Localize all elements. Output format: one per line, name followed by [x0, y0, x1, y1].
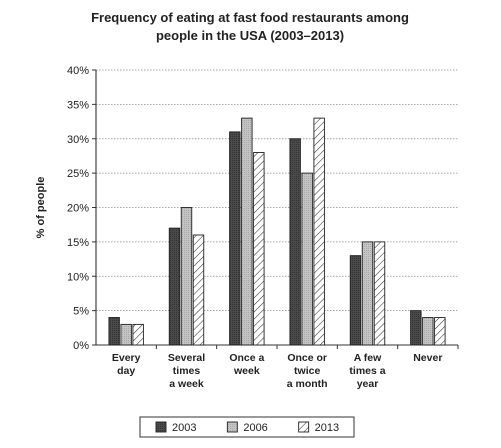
- y-tick-label: 10%: [67, 271, 89, 283]
- x-tick-label-line: times: [173, 365, 201, 377]
- legend-swatch-2013: [298, 421, 310, 433]
- legend-label-2003: 2003: [172, 422, 196, 434]
- bar-2013: [132, 323, 144, 346]
- legend-swatch-2006: [226, 421, 238, 433]
- axes: [95, 70, 459, 349]
- x-tick-label-line: A few: [354, 352, 382, 364]
- y-tick-label: 0%: [73, 340, 89, 352]
- x-tick-label: Once or twice a month: [287, 352, 328, 390]
- axis-labels: 0% 5% 10% 15% 20% 25% 30% 35% 40% % of people Ever…: [35, 65, 442, 390]
- bar-2006: [241, 117, 253, 346]
- chart-title: Frequency of eating at fast food restaur…: [91, 10, 409, 43]
- x-tick-label: Several times a week: [168, 352, 205, 390]
- bar-2013: [373, 241, 386, 346]
- y-axis-label: % of people: [35, 177, 47, 239]
- y-tick-label: 20%: [67, 203, 89, 215]
- x-tick-label-line: Several: [168, 352, 205, 364]
- x-tick-label-line: a week: [169, 378, 204, 390]
- x-tick-label-line: Never: [413, 352, 442, 364]
- chart-title-line: Frequency of eating at fast food restaur…: [91, 10, 409, 25]
- y-tick-label: 15%: [67, 237, 89, 249]
- y-tick-label: 25%: [67, 168, 89, 180]
- x-tick-label-line: day: [117, 365, 135, 377]
- x-tick-label-line: Once or: [287, 352, 327, 364]
- bar-2003: [168, 227, 181, 346]
- x-tick-label-line: twice: [294, 365, 320, 377]
- chart-title-line: people in the USA (2003–2013): [156, 28, 344, 43]
- x-tick-label-line: a month: [287, 378, 328, 390]
- legend: 2003 2006 2013: [139, 416, 355, 438]
- legend-label-2006: 2006: [243, 422, 267, 434]
- bar-2003: [229, 131, 241, 346]
- bar-2006: [361, 241, 374, 346]
- x-tick-label: A few times a year: [349, 352, 385, 390]
- bar-2013: [192, 234, 205, 346]
- bar-2003: [410, 310, 422, 346]
- x-tick-label-line: times a: [349, 365, 385, 377]
- x-tick-label-line: year: [357, 378, 379, 390]
- bar-2013: [313, 117, 325, 346]
- bar-2006: [422, 317, 434, 346]
- x-tick-label: Once a week: [229, 352, 264, 377]
- y-tick-label: 40%: [67, 65, 89, 77]
- bar-2006: [120, 323, 132, 346]
- legend-swatch-2003: [155, 421, 167, 433]
- x-tick-label: Never: [413, 352, 442, 364]
- y-tick-label: 35%: [67, 99, 89, 111]
- x-tick-label-line: Every: [112, 352, 141, 364]
- x-tick-label-line: Once a: [229, 352, 264, 364]
- gridlines: [92, 69, 458, 346]
- y-tick-label: 30%: [67, 134, 89, 146]
- legend-label-2013: 2013: [315, 422, 339, 434]
- bar-2003: [349, 255, 362, 346]
- bar-2013: [434, 317, 446, 346]
- x-tick-label-line: week: [233, 365, 260, 377]
- bar-2003: [108, 317, 120, 346]
- y-tick-label: 5%: [73, 306, 89, 318]
- bar-2006: [180, 207, 193, 346]
- bars: [108, 117, 446, 346]
- x-tick-label: Every day: [112, 352, 141, 377]
- bar-2006: [301, 172, 313, 346]
- bar-2013: [253, 152, 265, 346]
- bar-2003: [289, 138, 301, 346]
